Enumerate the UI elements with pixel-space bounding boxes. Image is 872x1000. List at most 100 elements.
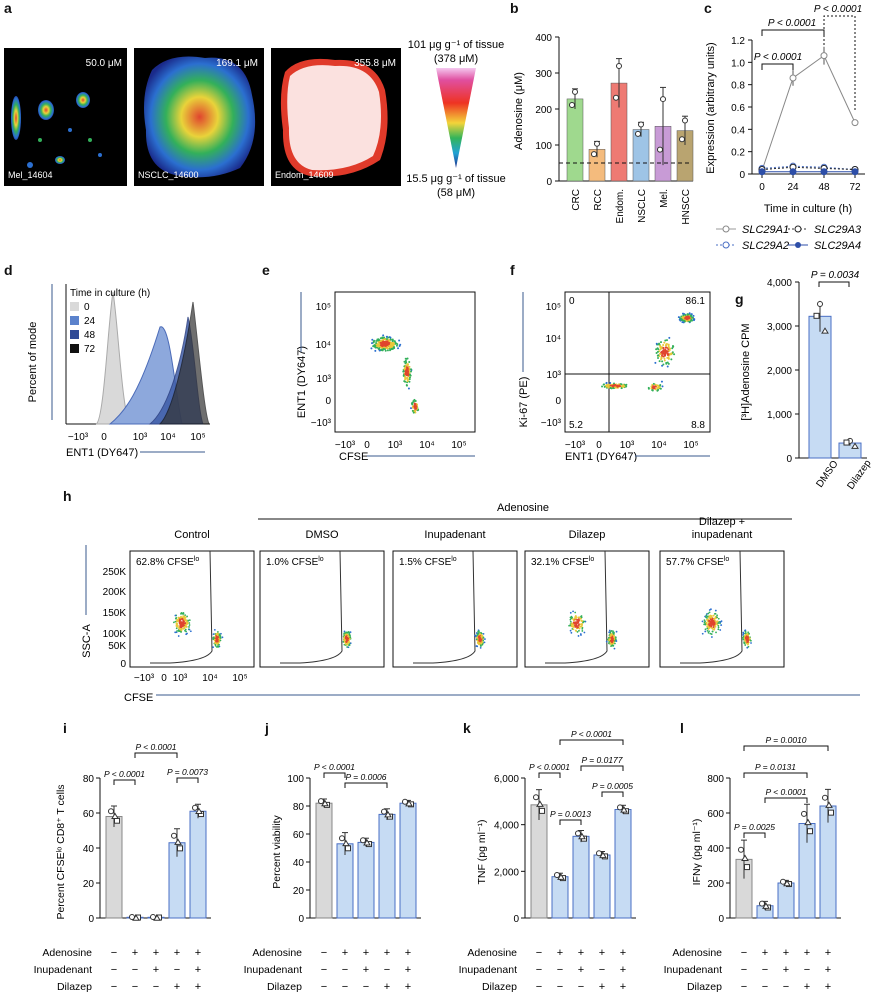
e-dot (378, 347, 381, 350)
c-pval-1: P < 0.0001 (754, 52, 802, 63)
h-x-ticks: −10³ 0 10³ 10⁴ 10⁵ (134, 673, 248, 684)
e-dot (410, 407, 413, 410)
panel-g: 0 1,000 2,000 3,000 4,000 P = 0.0034 DMSO Di… (740, 270, 872, 492)
g-pval: P = 0.0034 (811, 270, 860, 281)
pval-label: P = 0.0177 (581, 755, 622, 765)
e-x-label: CFSE (339, 451, 368, 462)
f-dot (607, 386, 610, 389)
h-dot (706, 613, 708, 615)
ytick-label: 100 (287, 774, 304, 785)
point (363, 839, 371, 846)
h-title: Control (174, 529, 209, 541)
b-xlabel: CRC (571, 189, 582, 211)
panel-label-j: j (265, 720, 269, 736)
h-dot (577, 616, 580, 619)
f-dot (656, 350, 659, 353)
c-point-slc29a4 (851, 168, 859, 176)
d-xtick: 10⁵ (190, 432, 205, 443)
h-dot (346, 643, 348, 645)
c-bracket-2 (761, 29, 825, 36)
scale-top: 101 μg g⁻¹ of tissue (408, 39, 505, 51)
f-dot (664, 353, 667, 356)
sig-bracket (344, 782, 388, 788)
h-dot (185, 620, 188, 623)
h-dot (574, 614, 577, 617)
point (620, 806, 628, 813)
f-dot (668, 347, 671, 350)
h-dot (480, 633, 483, 636)
f-dot (601, 385, 604, 388)
h-dot (478, 641, 481, 644)
f-dot (688, 318, 691, 321)
b-point (591, 151, 597, 158)
d-hist-72h (158, 301, 210, 425)
h-dot (346, 639, 349, 642)
e-dot (385, 338, 388, 341)
h-dot (572, 628, 575, 631)
h-dot (178, 630, 181, 633)
f-dot (660, 341, 663, 344)
h-dot (720, 620, 723, 623)
h-dot (479, 636, 481, 639)
e-dot (374, 349, 377, 352)
d-x-ticks: −10³ 0 10³ 10⁴ 10⁵ (68, 432, 206, 443)
ytick-label: 40 (293, 858, 305, 869)
ytick-label: 20 (83, 879, 95, 890)
condition-sign: − (321, 981, 327, 993)
h-dot (615, 640, 618, 642)
e-dot (370, 347, 373, 350)
condition-row-label: Inupadenant (459, 964, 517, 976)
d-legend-swatch-48 (70, 330, 79, 339)
b-point (569, 101, 575, 108)
condition-sign: − (321, 947, 327, 959)
point (828, 809, 834, 816)
f-dot (603, 385, 606, 388)
g-ytick-label: 3,000 (767, 322, 792, 333)
condition-row-label: Dilazep (482, 981, 517, 993)
b-point (635, 130, 641, 137)
scale-top-um: (378 μM) (434, 53, 478, 65)
h-dot (177, 616, 180, 619)
e-dot (379, 339, 382, 342)
f-dot (609, 386, 612, 389)
h-dot (576, 625, 578, 628)
h-dot (574, 626, 577, 628)
bar-condition-1 (315, 802, 333, 919)
ytick-label: 0 (88, 914, 94, 925)
h-dot (185, 625, 188, 628)
f-dot (659, 345, 662, 348)
condition-sign: + (195, 981, 201, 993)
h-dot (610, 634, 613, 637)
h-dot (482, 636, 485, 639)
h-dot (706, 629, 709, 632)
pval-label: P < 0.0001 (314, 762, 355, 772)
g-ytick-label: 0 (786, 454, 792, 465)
condition-sign: + (342, 947, 348, 959)
f-dot (655, 348, 658, 351)
condition-sign: − (536, 981, 542, 993)
h-dot (219, 634, 221, 637)
h-dot (716, 621, 718, 623)
condition-row-label: Inupadenant (244, 964, 302, 976)
h-dot (475, 638, 478, 641)
b-point (613, 94, 619, 101)
h-dot (744, 629, 747, 632)
e-dot (408, 376, 411, 379)
h-gate (680, 550, 743, 664)
d-xtick: 10³ (133, 432, 148, 443)
h-dot (176, 630, 178, 632)
h-dot (716, 616, 719, 619)
e-dot (408, 373, 411, 376)
h-dot (748, 632, 750, 635)
h-gate-pct: 32.1% CFSElo (531, 556, 594, 568)
pval-label: P = 0.0010 (765, 735, 806, 745)
y-label: Percent CFSEˡᵒ CD8⁺ T cells (55, 784, 67, 919)
ytick-label: 4,000 (494, 821, 519, 832)
ytick-label: 600 (707, 809, 724, 820)
f-dot (665, 362, 668, 365)
h-plot-frame (524, 550, 650, 668)
point (345, 845, 351, 852)
condition-sign: − (132, 981, 138, 993)
tissue-shape-nsclc (144, 56, 256, 178)
b-bar-nsclc (632, 129, 650, 182)
